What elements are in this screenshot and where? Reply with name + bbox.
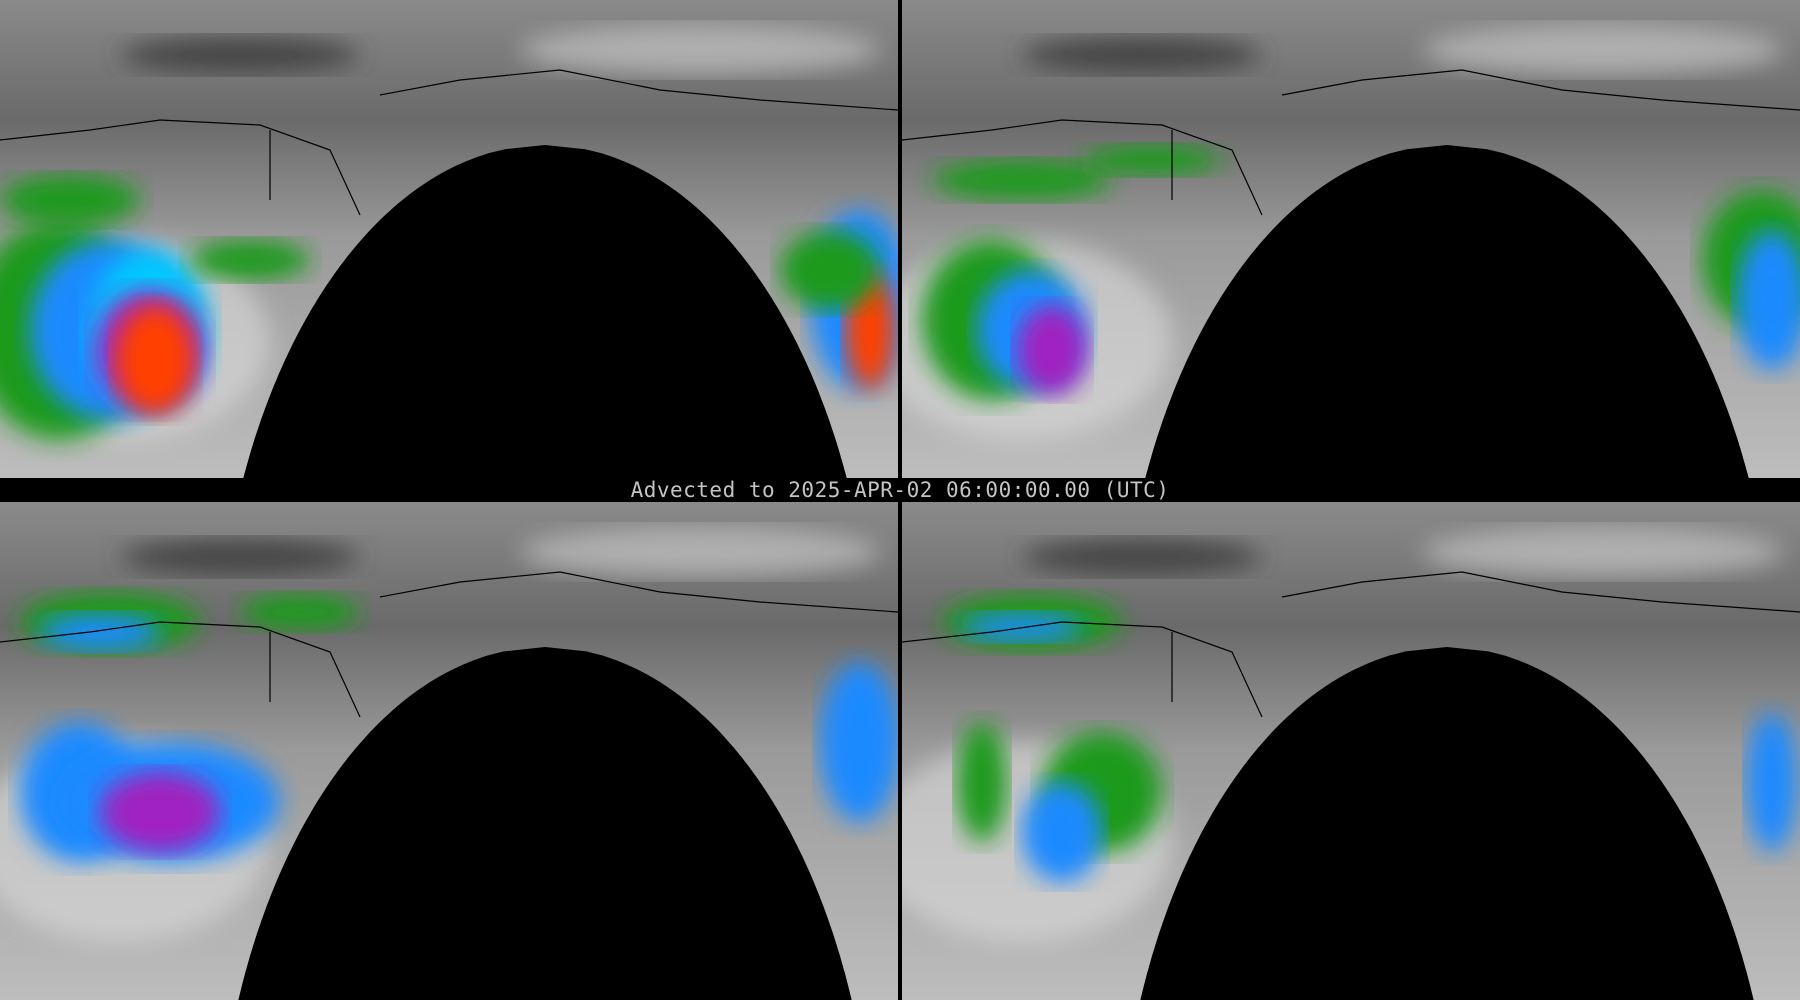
moisture-band [1747, 712, 1797, 852]
moisture-band [115, 305, 195, 415]
coastline [902, 571, 1800, 718]
moisture-band [932, 160, 1112, 200]
no-data-region [1140, 647, 1754, 1000]
moisture-band [780, 230, 880, 310]
moisture-band [820, 662, 898, 822]
moisture-band [1022, 782, 1102, 882]
map-panel-bottom-right [902, 502, 1800, 1000]
moisture-band [1737, 230, 1800, 370]
moisture-band [100, 772, 220, 852]
coastline [0, 571, 898, 718]
satellite-image [0, 0, 898, 478]
map-panel-bottom-left [0, 502, 898, 1000]
satellite-image [902, 0, 1800, 478]
satellite-image [0, 502, 898, 1000]
moisture-band [962, 613, 1082, 641]
moisture-band [957, 722, 1007, 842]
moisture-band [0, 175, 140, 225]
moisture-band [1017, 305, 1087, 395]
map-panel-top-right [902, 0, 1800, 478]
moisture-band [190, 240, 310, 280]
satellite-image [902, 502, 1800, 1000]
map-panel-top-left [0, 0, 898, 478]
moisture-band [240, 594, 360, 630]
coastline [902, 69, 1800, 216]
no-data-region [238, 647, 852, 1000]
coastline [0, 69, 898, 216]
moisture-band [40, 614, 160, 650]
moisture-band [1082, 145, 1222, 175]
no-data-region [1145, 145, 1749, 478]
advection-time-caption: Advected to 2025-APR-02 06:00:00.00 (UTC… [0, 478, 1800, 502]
no-data-region [243, 145, 847, 478]
